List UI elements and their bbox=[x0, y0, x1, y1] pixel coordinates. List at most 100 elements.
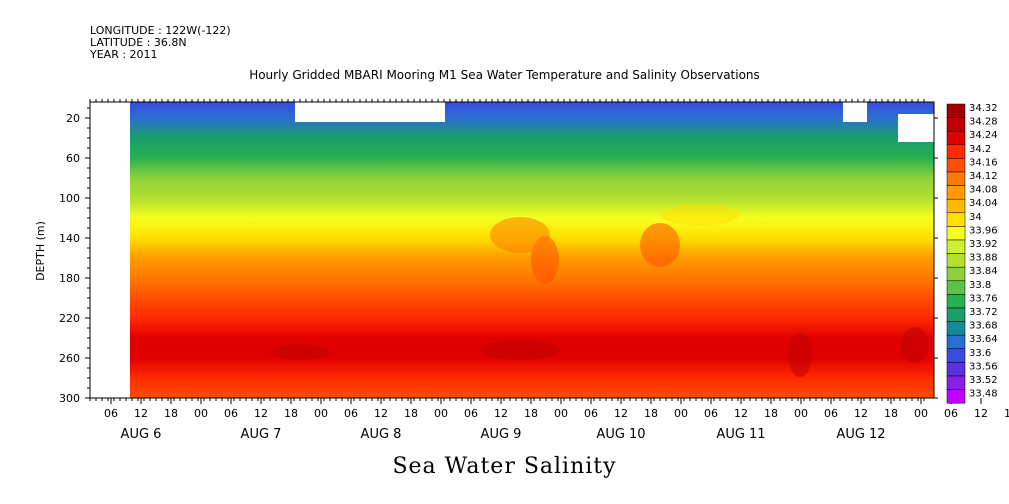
colorbar-swatch bbox=[946, 171, 966, 186]
colorbar-label: 33.96 bbox=[969, 225, 998, 236]
variation-blob bbox=[640, 223, 680, 267]
x-axis-title: Sea Water Salinity bbox=[392, 454, 617, 479]
y-tick-label: 260 bbox=[59, 352, 80, 365]
colorbar-label: 33.64 bbox=[969, 334, 998, 345]
x-day-label: AUG 10 bbox=[596, 427, 645, 442]
colorbar-label: 33.56 bbox=[969, 361, 998, 372]
x-hour-label: 18 bbox=[644, 407, 658, 420]
x-hour-label: 00 bbox=[194, 407, 208, 420]
x-day-label: AUG 11 bbox=[716, 427, 765, 442]
colorbar-swatch bbox=[946, 185, 966, 200]
colorbar-label: 33.88 bbox=[969, 253, 998, 264]
x-hour-label: 18 bbox=[284, 407, 298, 420]
x-hour-label: 06 bbox=[104, 407, 118, 420]
colorbar-swatch bbox=[946, 362, 966, 377]
colorbar-swatch bbox=[946, 239, 966, 254]
x-day-label: AUG 9 bbox=[481, 427, 522, 442]
x-hour-label: 06 bbox=[584, 407, 598, 420]
x-day-label: AUG 7 bbox=[241, 427, 282, 442]
colorbar-swatch bbox=[946, 334, 966, 350]
year-label: YEAR : 2011 bbox=[90, 48, 158, 61]
x-hour-label: 18 bbox=[524, 407, 538, 420]
latitude-label: LATITUDE : 36.8N bbox=[90, 36, 187, 49]
y-tick-label: 300 bbox=[59, 392, 80, 405]
y-tick-label: 60 bbox=[66, 152, 80, 165]
colorbar-swatch bbox=[946, 158, 966, 173]
colorbar-label: 33.84 bbox=[969, 266, 998, 277]
x-hour-label: 06 bbox=[464, 407, 478, 420]
x-hour-label: 12 bbox=[854, 407, 868, 420]
colorbar-swatch bbox=[946, 103, 966, 118]
x-axis: 06 12 18 00 06 12 18 00 06 12 18 00 06 12 18 00 06 12 18 00… bbox=[89, 99, 1009, 442]
x-day-label: AUG 12 bbox=[836, 427, 885, 442]
colorbar-label: 34.2 bbox=[969, 144, 991, 155]
x-day-label: AUG 8 bbox=[361, 427, 402, 442]
y-axis: 20 60 100 140 180 220 260 300 bbox=[59, 107, 938, 405]
x-hour-label: 18 bbox=[1004, 407, 1009, 420]
colorbar-swatch bbox=[946, 280, 966, 295]
colorbar-label: 33.72 bbox=[969, 307, 998, 318]
colorbar-swatch bbox=[946, 375, 966, 390]
colorbar-swatch bbox=[946, 253, 966, 268]
y-tick-label: 140 bbox=[59, 232, 80, 245]
longitude-label: LONGITUDE : 122W(-122) bbox=[90, 24, 231, 37]
x-hour-label: 12 bbox=[254, 407, 268, 420]
colorbar-swatch bbox=[946, 117, 966, 132]
x-hour-label: 00 bbox=[914, 407, 928, 420]
x-hour-label: 18 bbox=[764, 407, 778, 420]
x-hour-label: 00 bbox=[314, 407, 328, 420]
y-tick-label: 220 bbox=[59, 312, 80, 325]
x-hour-label: 00 bbox=[794, 407, 808, 420]
colorbar-label: 33.6 bbox=[969, 348, 991, 359]
y-axis-label: DEPTH (m) bbox=[34, 221, 47, 281]
x-hour-label: 00 bbox=[554, 407, 568, 420]
x-hour-label: 12 bbox=[494, 407, 508, 420]
colorbar-label: 34.32 bbox=[969, 103, 998, 114]
colorbar-label: 34.28 bbox=[969, 117, 998, 128]
colorbar: 34.32 34.28 34.24 34.2 34.16 34.12 34.08 34.04 3… bbox=[946, 103, 998, 404]
colorbar-swatch bbox=[946, 389, 966, 404]
colorbar-label: 34.12 bbox=[969, 171, 998, 182]
x-day-label: AUG 6 bbox=[121, 427, 162, 442]
x-hour-label: 06 bbox=[824, 407, 838, 420]
colorbar-swatch bbox=[946, 307, 966, 322]
x-hour-label: 06 bbox=[704, 407, 718, 420]
missing-data-region bbox=[90, 102, 130, 398]
y-tick-label: 180 bbox=[59, 272, 80, 285]
x-hour-label: 18 bbox=[884, 407, 898, 420]
variation-blob bbox=[901, 327, 929, 363]
salinity-variation bbox=[270, 205, 929, 377]
colorbar-label: 33.76 bbox=[969, 293, 998, 304]
x-hour-label: 18 bbox=[404, 407, 418, 420]
colorbar-swatch bbox=[946, 198, 966, 214]
x-hour-label: 18 bbox=[164, 407, 178, 420]
x-hour-label: 12 bbox=[614, 407, 628, 420]
colorbar-label: 33.92 bbox=[969, 239, 998, 250]
missing-data-region bbox=[898, 114, 934, 142]
plot-frame bbox=[89, 101, 935, 399]
colorbar-swatch bbox=[946, 348, 966, 363]
colorbar-swatch bbox=[946, 294, 966, 309]
x-hour-label: 12 bbox=[134, 407, 148, 420]
x-hour-label: 06 bbox=[224, 407, 238, 420]
x-hour-label: 12 bbox=[374, 407, 388, 420]
missing-data-masks bbox=[90, 102, 934, 398]
variation-blob bbox=[490, 217, 550, 253]
x-hour-label: 12 bbox=[974, 407, 988, 420]
colorbar-swatch bbox=[946, 130, 966, 146]
colorbar-swatch bbox=[946, 226, 966, 241]
variation-blob bbox=[660, 205, 740, 225]
y-tick-label: 100 bbox=[59, 192, 80, 205]
chart-title: Hourly Gridded MBARI Mooring M1 Sea Wate… bbox=[249, 68, 760, 82]
variation-blob bbox=[480, 340, 560, 360]
colorbar-label: 34.08 bbox=[969, 185, 998, 196]
colorbar-label: 33.48 bbox=[969, 389, 998, 400]
colorbar-label: 33.8 bbox=[969, 280, 991, 291]
colorbar-label: 34.24 bbox=[969, 130, 998, 141]
colorbar-swatch bbox=[946, 266, 966, 282]
y-tick-label: 20 bbox=[66, 112, 80, 125]
colorbar-label: 34.16 bbox=[969, 157, 998, 168]
x-hour-label: 06 bbox=[944, 407, 958, 420]
x-hour-label: 00 bbox=[674, 407, 688, 420]
